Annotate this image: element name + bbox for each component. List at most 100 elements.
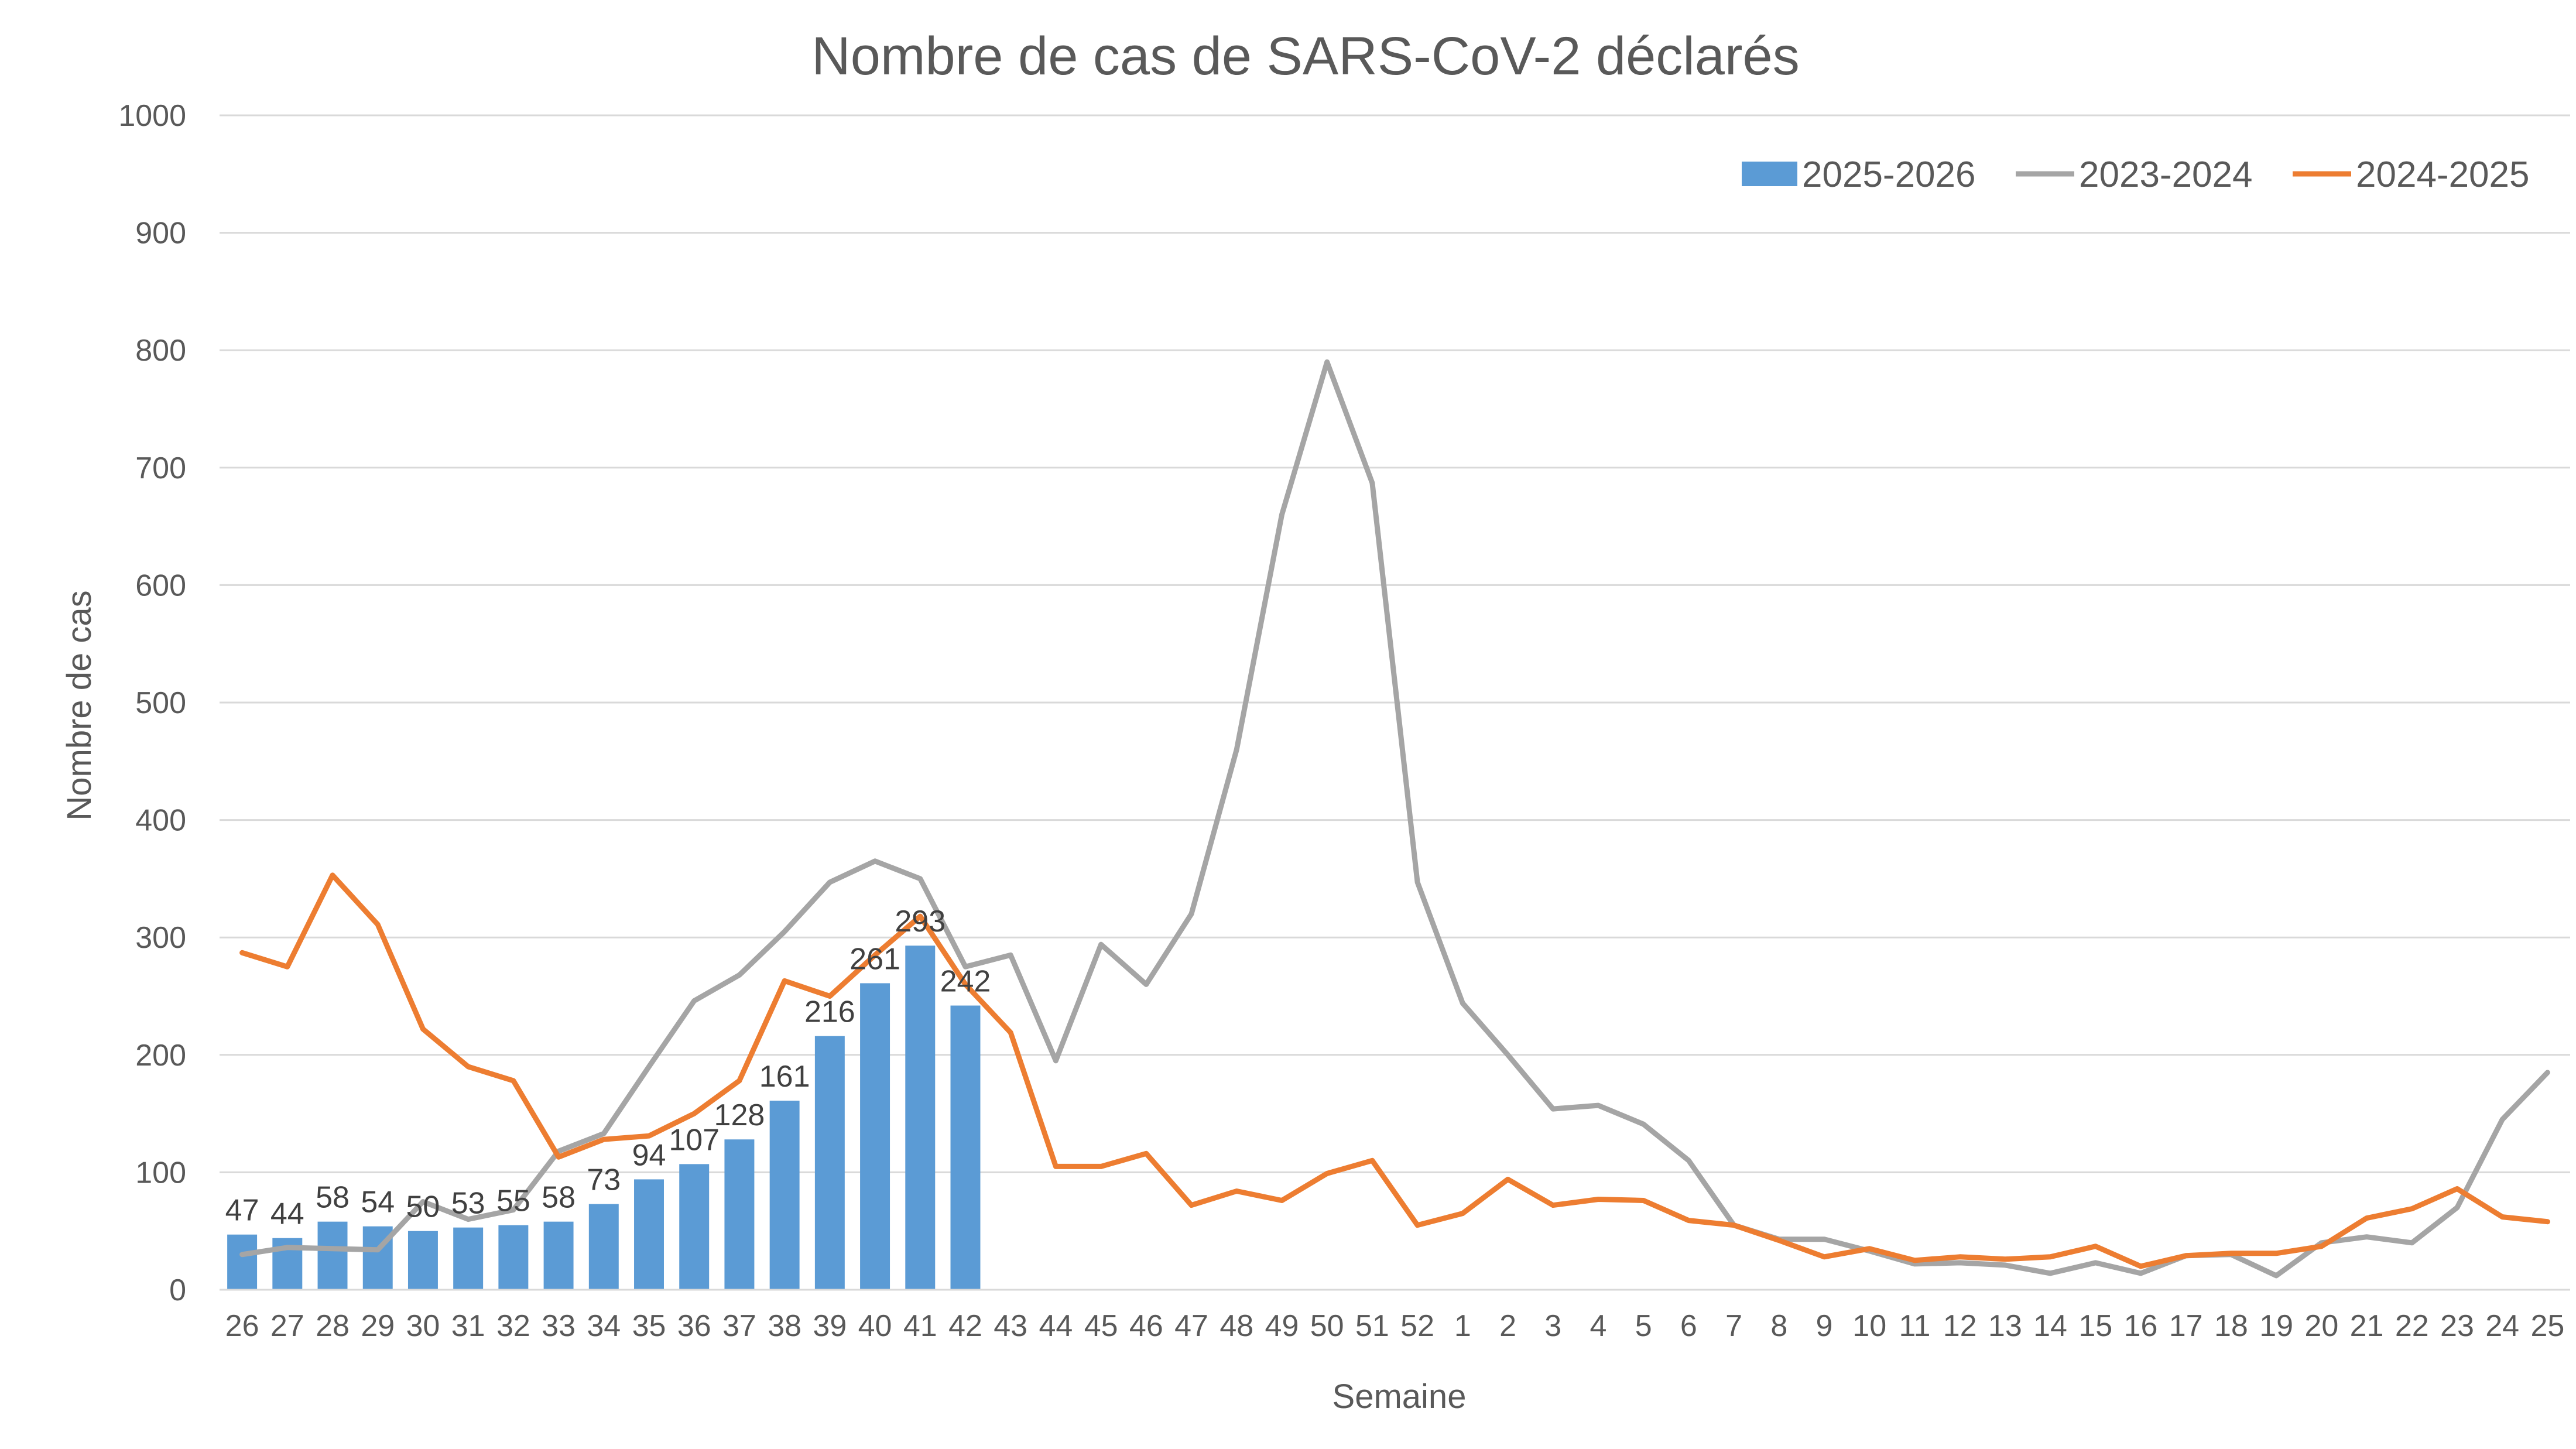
x-tick-label-41: 15 [2078,1309,2112,1343]
y-tick-label-500: 500 [135,686,186,720]
x-tick-label-30: 4 [1590,1309,1606,1343]
x-tick-label-28: 2 [1499,1309,1516,1343]
x-tick-label-27: 1 [1454,1309,1471,1343]
x-tick-label-50: 24 [2485,1309,2519,1343]
x-tick-label-12: 38 [768,1309,801,1343]
data-label-36: 107 [669,1123,720,1157]
data-label-33: 58 [542,1181,576,1215]
bar-2025-2026-39 [814,1036,845,1290]
x-tick-label-21: 47 [1174,1309,1208,1343]
y-tick-label-300: 300 [135,921,186,955]
x-tick-label-16: 42 [948,1309,982,1343]
x-axis-title: Semaine [1332,1378,1467,1416]
x-tick-label-18: 44 [1039,1309,1073,1343]
line-2023-2024 [239,359,2550,1279]
data-label-28: 58 [316,1181,350,1215]
y-axis-title: Nombre de cas [60,590,98,820]
x-tick-label-31: 5 [1635,1309,1652,1343]
x-tick-label-7: 33 [542,1309,576,1343]
x-tick-label-6: 32 [496,1309,530,1343]
y-tick-label-100: 100 [135,1156,186,1190]
x-tick-label-36: 10 [1852,1309,1886,1343]
x-tick-label-0: 26 [225,1309,259,1343]
legend: 2025-2026 2023-2024 2024-2025 [1742,155,2530,195]
legend-label-2023-2024: 2023-2024 [2079,155,2253,195]
y-tick-label-700: 700 [135,451,186,485]
x-tick-label-47: 21 [2350,1309,2384,1343]
x-tick-label-48: 22 [2395,1309,2429,1343]
x-tick-label-9: 35 [632,1309,666,1343]
x-tick-label-26: 52 [1400,1309,1434,1343]
x-tick-label-40: 14 [2033,1309,2067,1343]
x-tick-label-39: 13 [1988,1309,2022,1343]
bar-2025-2026-41 [905,946,936,1290]
data-label-35: 94 [632,1138,666,1172]
x-tick-label-15: 41 [903,1309,937,1343]
bar-2025-2026-31 [453,1227,484,1290]
x-tick-label-1: 27 [270,1309,304,1343]
x-tick-label-20: 46 [1129,1309,1163,1343]
bar-2025-2026-42 [950,1005,981,1290]
data-label-37: 128 [714,1098,765,1132]
bar-2025-2026-35 [634,1179,664,1290]
y-tick-label-1000: 1000 [118,99,186,133]
x-tick-label-49: 23 [2440,1309,2474,1343]
bar-2025-2026-34 [588,1204,619,1290]
x-tick-label-43: 17 [2169,1309,2203,1343]
y-tick-label-800: 800 [135,334,186,368]
legend-label-2024-2025: 2024-2025 [2356,155,2530,195]
x-tick-label-8: 34 [587,1309,621,1343]
data-label-39: 216 [804,995,855,1029]
y-tick-label-600: 600 [135,568,186,602]
x-tick-label-51: 25 [2530,1309,2564,1343]
bar-2025-2026-38 [769,1101,800,1290]
line-2024-2025 [239,872,2550,1269]
x-tick-label-24: 50 [1310,1309,1344,1343]
bar-2025-2026-37 [724,1139,755,1290]
x-tick-label-23: 49 [1265,1309,1299,1343]
bar-series [227,946,981,1290]
x-tick-label-35: 9 [1816,1309,1833,1343]
data-label-26: 47 [225,1194,259,1228]
y-tick-label-0: 0 [169,1273,186,1307]
data-label-27: 44 [270,1197,304,1231]
data-label-40: 261 [849,942,900,976]
bar-2025-2026-28 [317,1221,348,1290]
data-label-29: 54 [361,1186,395,1220]
x-tick-label-44: 18 [2214,1309,2248,1343]
x-tick-label-19: 45 [1084,1309,1118,1343]
bar-2025-2026-26 [227,1234,258,1290]
data-label-41: 293 [895,905,946,938]
y-tick-label-200: 200 [135,1039,186,1073]
bar-2025-2026-32 [498,1225,529,1290]
legend-label-2025-2026: 2025-2026 [1802,155,1976,195]
x-tick-label-25: 51 [1355,1309,1389,1343]
x-tick-label-46: 20 [2304,1309,2338,1343]
chart-title: Nombre de cas de SARS-CoV-2 déclarés [811,26,1799,86]
x-tick-label-38: 12 [1943,1309,1977,1343]
x-tick-label-13: 39 [813,1309,847,1343]
data-label-42: 242 [940,965,991,999]
x-tick-label-17: 43 [994,1309,1027,1343]
data-label-32: 55 [496,1184,530,1218]
x-tick-label-4: 30 [406,1309,440,1343]
bar-2025-2026-36 [679,1164,710,1290]
x-tick-label-11: 37 [722,1309,756,1343]
x-tick-label-37: 11 [1899,1309,1930,1343]
x-tick-label-22: 48 [1220,1309,1253,1343]
x-tick-label-29: 3 [1544,1309,1561,1343]
bar-2025-2026-40 [860,983,890,1290]
legend-marker-2025-2026 [1742,162,1797,186]
x-tick-label-14: 40 [858,1309,892,1343]
y-tick-label-400: 400 [135,804,186,838]
x-tick-label-34: 8 [1770,1309,1787,1343]
x-tick-label-45: 19 [2259,1309,2293,1343]
x-tick-label-42: 16 [2124,1309,2158,1343]
data-label-31: 53 [451,1187,485,1221]
bar-2025-2026-33 [543,1221,574,1290]
data-label-30: 50 [406,1190,440,1224]
data-label-38: 161 [759,1060,810,1094]
